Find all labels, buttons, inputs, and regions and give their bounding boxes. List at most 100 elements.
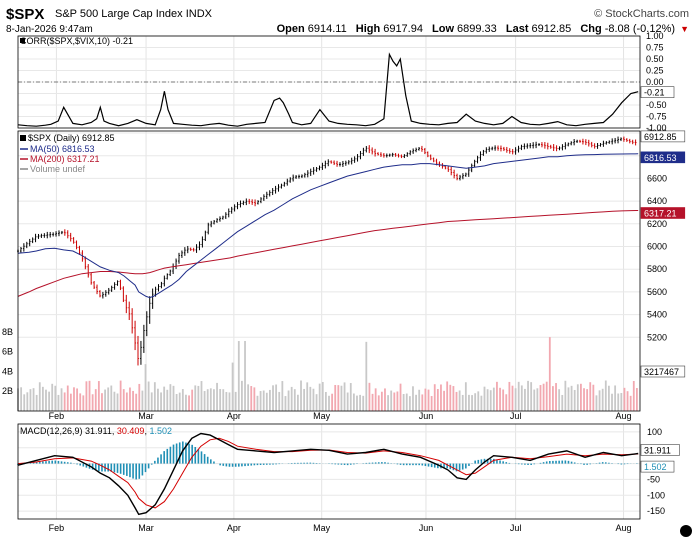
macd-ytick-label: -50	[647, 474, 660, 484]
volume-bar	[57, 394, 60, 411]
volume-bar	[436, 389, 439, 411]
volume-bar	[231, 362, 234, 411]
macd-histogram-bar	[353, 463, 355, 465]
macd-histogram-bar	[76, 463, 78, 465]
volume-bar	[312, 388, 315, 411]
macd-histogram-bar	[601, 462, 604, 464]
timestamp: 8-Jan-2026 9:47am	[6, 24, 93, 35]
macd-histogram-bar	[191, 444, 193, 464]
month-label-lower: Apr	[227, 523, 241, 533]
macd-title-part: MACD(12,26,9)	[20, 426, 85, 436]
volume-bar	[340, 385, 343, 411]
volume-bar	[247, 384, 250, 411]
volume-bar	[38, 382, 41, 411]
price-ytick-label: 5400	[647, 310, 667, 320]
macd-title-part: 1.502	[149, 426, 172, 436]
volume-bar	[275, 384, 278, 411]
macd-histogram-bar	[290, 463, 293, 464]
month-label-upper: May	[313, 411, 331, 421]
ma50-tag: 6816.53	[644, 153, 677, 163]
volume-bar	[346, 392, 349, 411]
volume-bar	[324, 391, 327, 411]
macd-histogram-bar	[200, 451, 203, 464]
volume-bar	[418, 389, 421, 411]
macd-histogram-bar	[63, 461, 66, 464]
volume-bar	[172, 385, 175, 411]
price-ytick-label: 6200	[647, 219, 667, 229]
volume-bar	[427, 389, 430, 411]
volume-bar	[272, 385, 274, 411]
volume-bar	[297, 394, 299, 411]
macd-histogram-bar	[374, 462, 377, 464]
macd-histogram-bar	[365, 462, 368, 464]
macd-histogram-bar	[48, 460, 50, 464]
volume-bar	[564, 380, 567, 411]
month-label-upper: Jun	[419, 411, 434, 421]
volume-bar	[200, 381, 203, 411]
volume-bar	[374, 388, 377, 411]
volume-bar	[477, 391, 480, 411]
volume-bar	[73, 387, 75, 411]
volume-bar	[181, 389, 184, 411]
price-ytick-label: 6400	[647, 196, 667, 206]
macd-line	[17, 432, 639, 516]
index-full-name: S&P 500 Large Cap Index	[55, 8, 183, 20]
volume-bar	[567, 387, 570, 411]
volume-bar	[300, 380, 302, 411]
volume-bar	[82, 395, 85, 411]
volume-bar	[110, 385, 113, 411]
volume-bar	[290, 386, 293, 411]
volume-bar	[405, 393, 408, 411]
macd-histogram-bar	[480, 459, 483, 464]
volume-bar	[499, 387, 501, 411]
volume-bar	[474, 393, 477, 411]
ma200-line	[17, 210, 639, 297]
volume-bar	[508, 381, 511, 411]
macd-histogram-bar	[309, 462, 312, 464]
macd-histogram-bar	[275, 463, 277, 465]
volume-bar	[26, 392, 29, 411]
month-label-upper: Feb	[49, 411, 65, 421]
macd-histogram-bar	[175, 443, 178, 464]
volume-bar	[328, 395, 330, 411]
volume-bar	[160, 392, 162, 411]
macd-histogram-bar	[315, 463, 318, 464]
volume-bar	[586, 389, 589, 411]
volume-bar	[23, 394, 26, 411]
volume-bar	[97, 381, 100, 411]
macd-histogram-bar	[468, 463, 470, 466]
volume-bar	[129, 387, 131, 411]
macd-histogram-bar	[35, 461, 38, 464]
volume-bar	[107, 387, 110, 411]
macd-histogram-bar	[132, 463, 134, 479]
macd-histogram-bar	[116, 463, 119, 473]
volume-bar	[88, 380, 91, 411]
volume-bar	[318, 383, 321, 411]
macd-histogram-bar	[493, 458, 495, 464]
macd-histogram-bar	[533, 463, 536, 465]
macd-histogram-bar	[387, 462, 389, 464]
macd-histogram-bar	[147, 463, 150, 469]
macd-histogram-bar	[623, 463, 626, 465]
volume-bar	[116, 393, 119, 411]
volume-bar	[32, 388, 35, 411]
volume-bar	[153, 382, 156, 411]
macd-histogram-bar	[542, 462, 545, 464]
volume-bar	[306, 382, 309, 411]
macd-title-part: 31.911	[85, 426, 112, 436]
macd-histogram-bar	[430, 463, 433, 468]
volume-bar	[321, 381, 324, 411]
volume-bar	[576, 384, 579, 411]
corr-ytick-label: -0.75	[646, 112, 667, 122]
macd-histogram-bar	[66, 462, 69, 464]
last-price-tag-box	[640, 130, 686, 143]
volume-bar	[303, 388, 306, 411]
volume-bar	[573, 389, 576, 411]
volume-bar	[94, 389, 97, 411]
macd-signal-line	[17, 437, 639, 509]
volume-bar	[191, 389, 194, 411]
macd-histogram-bar	[169, 446, 172, 464]
macd-histogram-bar	[278, 463, 281, 465]
legend-label: Volume undef	[30, 164, 86, 174]
macd-histogram-bar	[446, 463, 448, 469]
